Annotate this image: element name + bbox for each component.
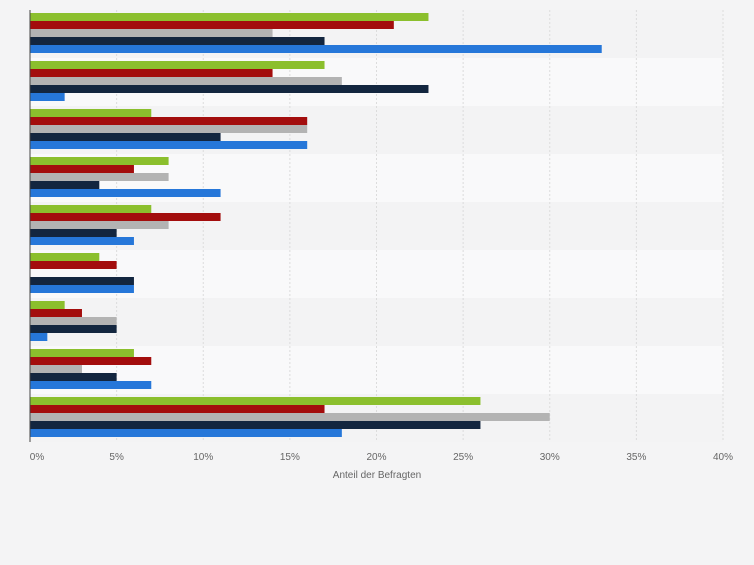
x-tick-label-40: 40%	[713, 452, 733, 463]
x-tick-label-15: 15%	[280, 452, 300, 463]
bar-category-7-series-green	[30, 301, 65, 309]
x-tick-label-10: 10%	[193, 452, 213, 463]
bar-category-6-series-blue	[30, 285, 134, 293]
x-tick-label-5: 5%	[109, 452, 124, 463]
bar-category-5-series-navy	[30, 229, 117, 237]
bar-category-1-series-blue	[30, 45, 602, 53]
bar-category-6-series-navy	[30, 277, 134, 285]
bar-category-4-series-gray	[30, 173, 169, 181]
bar-category-3-series-blue	[30, 141, 308, 149]
bar-category-2-series-green	[30, 61, 325, 69]
x-tick-label-30: 30%	[540, 452, 560, 463]
bar-category-2-series-blue	[30, 93, 65, 101]
bar-category-4-series-green	[30, 157, 169, 165]
bar-category-5-series-green	[30, 205, 152, 213]
bar-category-5-series-red	[30, 213, 221, 221]
x-tick-label-0: 0%	[30, 452, 45, 463]
bar-category-9-series-gray	[30, 413, 550, 421]
bar-category-4-series-blue	[30, 189, 221, 197]
bar-category-1-series-red	[30, 21, 394, 29]
bar-category-5-series-gray	[30, 221, 169, 229]
bar-category-5-series-blue	[30, 237, 134, 245]
bar-category-9-series-navy	[30, 421, 481, 429]
bar-category-6-series-red	[30, 261, 117, 269]
bar-category-7-series-navy	[30, 325, 117, 333]
bar-category-2-series-navy	[30, 85, 429, 93]
bar-category-9-series-green	[30, 397, 481, 405]
bar-category-2-series-red	[30, 69, 273, 77]
bar-category-8-series-blue	[30, 381, 152, 389]
bar-category-6-series-green	[30, 253, 100, 261]
bar-category-8-series-green	[30, 349, 134, 357]
x-tick-label-25: 25%	[453, 452, 473, 463]
bar-category-2-series-gray	[30, 77, 342, 85]
bar-category-7-series-blue	[30, 333, 48, 341]
bar-category-8-series-navy	[30, 373, 117, 381]
bar-category-9-series-red	[30, 405, 325, 413]
bar-category-3-series-red	[30, 117, 308, 125]
bar-category-7-series-red	[30, 309, 82, 317]
bar-category-3-series-navy	[30, 133, 221, 141]
bar-category-1-series-green	[30, 13, 429, 21]
bar-category-4-series-red	[30, 165, 134, 173]
bar-category-3-series-green	[30, 109, 152, 117]
bar-category-4-series-navy	[30, 181, 100, 189]
bar-category-1-series-gray	[30, 29, 273, 37]
x-tick-labels: 0% 5% 10% 15% 20% 25% 30% 35% 40%	[30, 452, 733, 463]
bar-category-7-series-gray	[30, 317, 117, 325]
bar-category-1-series-navy	[30, 37, 325, 45]
bar-category-9-series-blue	[30, 429, 342, 437]
x-axis-title: Anteil der Befragten	[333, 470, 421, 481]
bar-category-8-series-red	[30, 357, 152, 365]
x-tick-label-35: 35%	[626, 452, 646, 463]
bars	[30, 13, 602, 437]
bar-category-8-series-gray	[30, 365, 82, 373]
x-tick-label-20: 20%	[366, 452, 386, 463]
bar-category-3-series-gray	[30, 125, 308, 133]
